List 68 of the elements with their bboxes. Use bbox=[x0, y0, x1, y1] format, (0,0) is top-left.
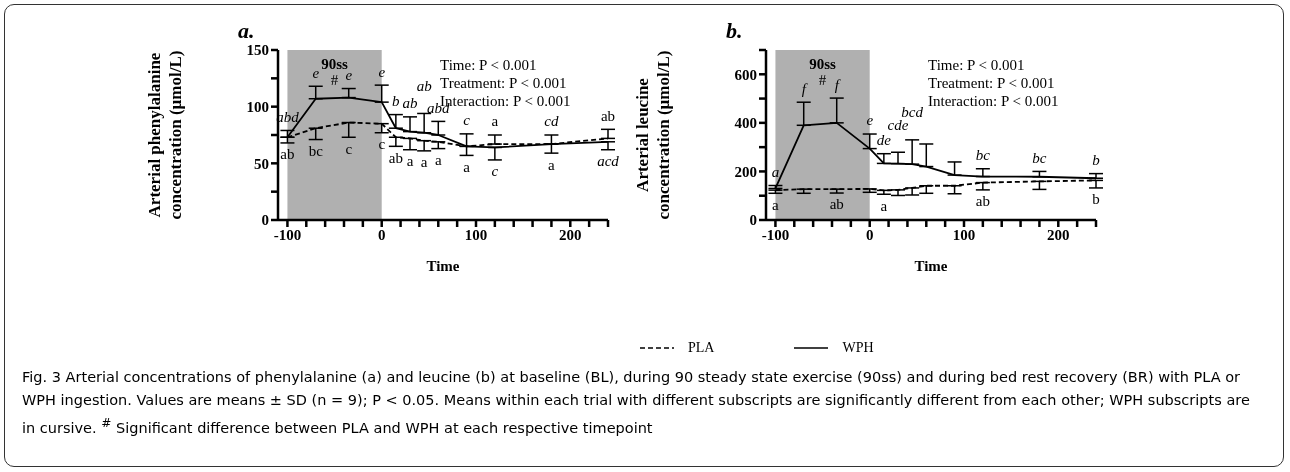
annotation: bc bbox=[975, 147, 991, 164]
x-axis-title: Time bbox=[426, 258, 460, 274]
annotation: c bbox=[491, 163, 499, 180]
annotation: a bbox=[772, 196, 780, 213]
annotation: ab bbox=[402, 95, 418, 112]
annotation: Interaction: P < 0.001 bbox=[928, 92, 1059, 110]
x-tick-label: 200 bbox=[559, 226, 582, 243]
annotation: f bbox=[834, 76, 841, 93]
annotation: ab bbox=[600, 107, 616, 124]
annotation: Treatment: P < 0.001 bbox=[440, 74, 568, 92]
x-tick-label: 100 bbox=[952, 226, 976, 243]
annotation: b bbox=[1092, 191, 1100, 208]
y-tick-label: 600 bbox=[734, 66, 757, 83]
annotation: c bbox=[463, 112, 471, 129]
x-tick-label: 100 bbox=[464, 226, 488, 243]
annotation: # bbox=[818, 72, 827, 89]
band-label: 90ss bbox=[321, 55, 349, 72]
y-axis-title: Arterial leucine concentration (µmol/L) bbox=[633, 50, 673, 220]
annotation: a bbox=[880, 197, 888, 214]
y-tick-label: 200 bbox=[734, 163, 757, 180]
annotation: de bbox=[876, 132, 892, 149]
annotation: ab bbox=[829, 196, 844, 213]
x-tick-label: -100 bbox=[273, 226, 302, 243]
annotation: c bbox=[378, 136, 386, 153]
chart-title: a. bbox=[238, 18, 255, 44]
annotation: cd bbox=[544, 113, 559, 130]
annotation: f bbox=[801, 80, 808, 97]
annotation: ab bbox=[416, 77, 433, 94]
caption: Fig. 3 Arterial concentrations of phenylalanine (a) and leucine (b) at baseline (BL), during 90 steady state exercise (90ss) and during bed rest recovery (BR) with PLA or WPH ingestion. Values are means ± SD (n = 9); P < 0.05. Means within each trial with different subscripts are significantly different from each other; WPH subscripts are in cursive. $^{#}$ Significant difference between PLA and WPH at each respective timepoint bbox=[22, 368, 1251, 438]
legend-label: WPH bbox=[842, 340, 874, 356]
legend-label: PLA bbox=[688, 340, 715, 356]
annotation: a bbox=[491, 113, 499, 130]
chart-title: b. bbox=[726, 18, 743, 44]
y-tick-label: 400 bbox=[734, 115, 757, 132]
annotation: Time: P < 0.001 bbox=[440, 56, 538, 74]
y-tick-label: 150 bbox=[246, 42, 269, 59]
y-tick-label: 0 bbox=[749, 212, 757, 229]
band-label: 90ss bbox=[809, 55, 837, 72]
annotation: a bbox=[548, 156, 556, 173]
annotation: a bbox=[463, 158, 471, 175]
annotation: a bbox=[406, 153, 414, 170]
annotation: bc bbox=[308, 142, 324, 159]
annotation: e bbox=[866, 112, 874, 129]
annotation: ab bbox=[975, 193, 990, 210]
y-tick-label: 0 bbox=[261, 212, 269, 229]
annotation: a bbox=[434, 152, 442, 169]
y-tick-label: 50 bbox=[254, 155, 269, 172]
annotation: Treatment: P < 0.001 bbox=[928, 74, 1056, 92]
x-tick-label: 0 bbox=[377, 226, 386, 243]
annotation: acd bbox=[597, 153, 620, 170]
x-axis-title: Time bbox=[914, 258, 948, 274]
annotation: Time: P < 0.001 bbox=[928, 56, 1026, 74]
annotation: a bbox=[420, 154, 428, 171]
x-tick-label: -100 bbox=[761, 226, 790, 243]
annotation: bc bbox=[1032, 149, 1047, 166]
annotation: e bbox=[378, 63, 386, 80]
annotation: ab bbox=[280, 146, 295, 163]
annotation: # bbox=[330, 72, 339, 89]
x-tick-label: 200 bbox=[1047, 226, 1070, 243]
y-tick-label: 100 bbox=[246, 98, 269, 115]
annotation: a bbox=[771, 163, 780, 180]
annotation: b bbox=[1092, 152, 1101, 169]
x-tick-label: 0 bbox=[865, 226, 874, 243]
annotation: b bbox=[392, 93, 401, 110]
y-axis-title: Arterial phenylalanine concentration (µmol/L) bbox=[145, 50, 185, 220]
annotation: e bbox=[312, 64, 320, 81]
annotation: ab bbox=[388, 149, 403, 166]
annotation: c bbox=[345, 140, 353, 157]
